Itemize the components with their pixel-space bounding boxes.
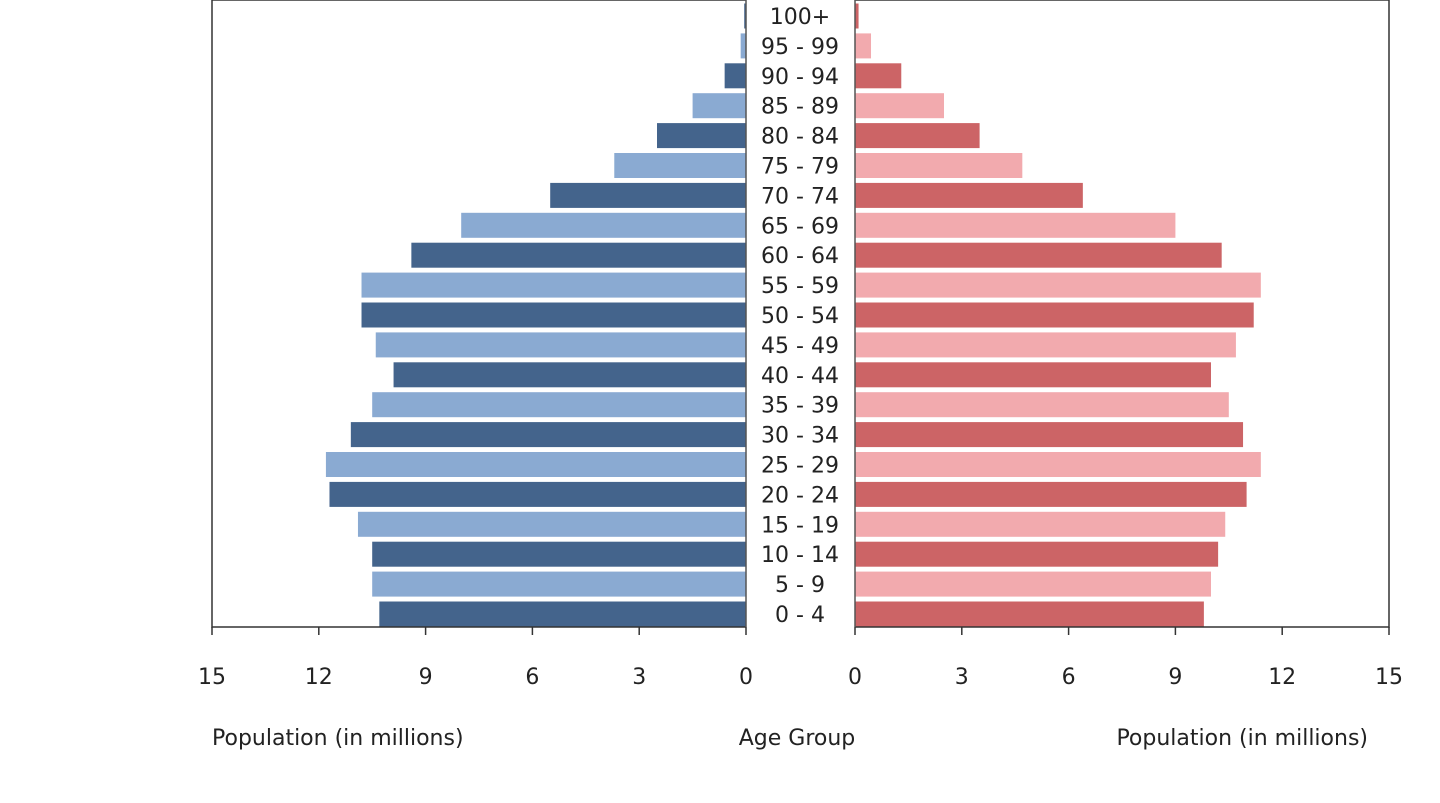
right-tick-label-0: 0 xyxy=(848,665,862,690)
left-bar-65-69 xyxy=(461,212,746,238)
left-bar-95-99 xyxy=(740,33,746,59)
right-bar-90-94 xyxy=(855,63,902,89)
age-label-0-4: 0 - 4 xyxy=(775,603,825,628)
right-bar-20-24 xyxy=(855,481,1247,507)
right-bar-70-74 xyxy=(855,182,1083,208)
left-bar-15-19 xyxy=(357,511,746,537)
axis-ticks-group: 15 12 9 6 3 0 0 3 6 9 12 15 xyxy=(198,627,1403,690)
left-bar-20-24 xyxy=(329,481,746,507)
right-bar-80-84 xyxy=(855,123,980,149)
age-label-85-89: 85 - 89 xyxy=(761,95,839,120)
left-bar-60-64 xyxy=(411,242,746,268)
left-bar-5-9 xyxy=(372,571,746,597)
left-tick-label-15: 15 xyxy=(198,665,226,690)
right-bar-50-54 xyxy=(855,302,1254,328)
right-bar-75-79 xyxy=(855,153,1023,178)
age-label-40-44: 40 - 44 xyxy=(761,364,839,389)
age-label-55-59: 55 - 59 xyxy=(761,274,839,299)
left-bar-30-34 xyxy=(350,422,746,448)
age-label-50-54: 50 - 54 xyxy=(761,304,839,329)
right-bar-35-39 xyxy=(855,392,1229,418)
left-bar-50-54 xyxy=(361,302,746,328)
left-bar-35-39 xyxy=(372,392,746,418)
age-label-20-24: 20 - 24 xyxy=(761,483,839,508)
left-tick-label-9: 9 xyxy=(419,665,433,690)
age-label-80-84: 80 - 84 xyxy=(761,125,839,150)
age-label-15-19: 15 - 19 xyxy=(761,513,839,538)
age-label-95-99: 95 - 99 xyxy=(761,35,839,60)
right-bar-55-59 xyxy=(855,272,1261,298)
age-label-100plus: 100+ xyxy=(770,5,830,30)
age-label-5-9: 5 - 9 xyxy=(775,573,825,598)
right-bar-40-44 xyxy=(855,362,1211,388)
age-group-title: Age Group xyxy=(739,726,856,751)
right-tick-label-3: 3 xyxy=(955,665,969,690)
left-plot-frame xyxy=(211,0,746,628)
left-bar-55-59 xyxy=(361,272,746,298)
left-tick-label-6: 6 xyxy=(525,665,539,690)
right-bars-group xyxy=(855,3,1261,627)
right-tick-label-15: 15 xyxy=(1375,665,1403,690)
x-axis-title-right: Population (in millions) xyxy=(1116,726,1368,751)
left-bar-0-4 xyxy=(379,601,746,627)
right-tick-label-9: 9 xyxy=(1168,665,1182,690)
left-bar-80-84 xyxy=(657,123,746,149)
right-bar-85-89 xyxy=(855,93,944,119)
age-labels-group: 0 - 4 5 - 9 10 - 14 15 - 19 20 - 24 25 - 29 30… xyxy=(761,5,839,628)
age-label-90-94: 90 - 94 xyxy=(761,65,839,90)
left-tick-label-3: 3 xyxy=(632,665,646,690)
left-bar-45-49 xyxy=(375,332,746,358)
right-tick-label-6: 6 xyxy=(1062,665,1076,690)
left-tick-label-0: 0 xyxy=(739,665,753,690)
left-bar-40-44 xyxy=(393,362,746,388)
left-bar-90-94 xyxy=(724,63,746,89)
age-label-60-64: 60 - 64 xyxy=(761,244,839,269)
left-tick-label-12: 12 xyxy=(305,665,333,690)
age-label-25-29: 25 - 29 xyxy=(761,454,839,479)
left-bar-25-29 xyxy=(325,452,746,477)
right-bar-10-14 xyxy=(855,541,1219,567)
right-bar-0-4 xyxy=(855,601,1204,627)
right-bar-5-9 xyxy=(855,571,1211,597)
right-bar-30-34 xyxy=(855,422,1244,448)
left-bar-10-14 xyxy=(372,541,746,567)
age-label-70-74: 70 - 74 xyxy=(761,184,839,209)
right-bar-25-29 xyxy=(855,452,1261,477)
age-label-45-49: 45 - 49 xyxy=(761,334,839,359)
right-bar-60-64 xyxy=(855,242,1222,268)
left-bars-group xyxy=(325,3,746,627)
age-label-35-39: 35 - 39 xyxy=(761,394,839,419)
right-bar-15-19 xyxy=(855,511,1226,537)
right-plot-frame xyxy=(855,0,1390,628)
left-bar-100plus xyxy=(744,3,746,29)
age-label-75-79: 75 - 79 xyxy=(761,155,839,180)
right-bar-95-99 xyxy=(855,33,872,59)
x-axis-title-left: Population (in millions) xyxy=(212,726,464,751)
right-bar-45-49 xyxy=(855,332,1236,358)
right-tick-label-12: 12 xyxy=(1268,665,1296,690)
right-bar-100plus xyxy=(855,3,859,29)
left-bar-70-74 xyxy=(550,182,746,208)
age-label-10-14: 10 - 14 xyxy=(761,543,839,568)
age-label-30-34: 30 - 34 xyxy=(761,424,839,449)
right-bar-65-69 xyxy=(855,212,1176,238)
left-bar-75-79 xyxy=(614,153,746,178)
left-bar-85-89 xyxy=(692,93,746,119)
age-label-65-69: 65 - 69 xyxy=(761,214,839,239)
plot-frames xyxy=(211,0,1390,628)
